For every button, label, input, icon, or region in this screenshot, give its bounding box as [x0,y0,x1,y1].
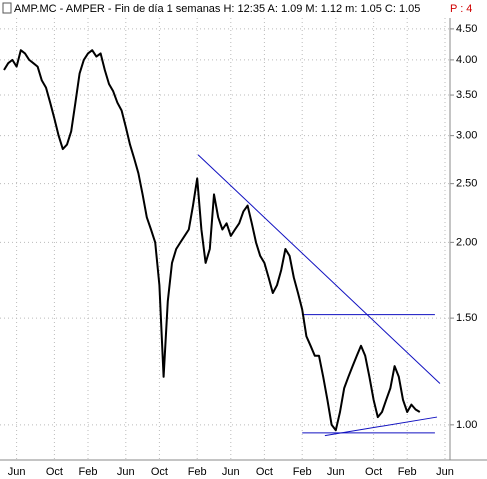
x-tick-label: Feb [293,466,312,478]
x-tick-label: Oct [46,466,63,478]
x-tick-label: Oct [365,466,382,478]
x-tick-label: Feb [79,466,98,478]
trendline [324,416,438,437]
y-tick-label: 4.00 [456,54,477,66]
chart-title: AMP.MC - AMPER - Fin de día 1 semanas H:… [14,3,420,15]
x-tick-label: Jun [327,466,345,478]
y-tick-label: 2.50 [456,178,477,190]
x-tick-label: Jun [8,466,26,478]
annotation: P : 4 [450,3,472,15]
x-tick-label: Oct [256,466,273,478]
y-tick-label: 3.00 [456,130,477,142]
x-tick-label: Jun [436,466,454,478]
x-tick-label: Feb [188,466,207,478]
y-tick-label: 1.00 [456,419,477,431]
y-tick-label: 3.50 [456,89,477,101]
y-tick-label: 4.50 [456,23,477,35]
x-tick-label: Jun [117,466,135,478]
price-line [3,49,421,432]
x-tick-label: Feb [398,466,417,478]
trendline [197,154,441,384]
x-tick-label: Jun [222,466,240,478]
x-tick-label: Oct [151,466,168,478]
y-tick-label: 2.00 [456,236,477,248]
y-tick-label: 1.50 [456,312,477,324]
icon [2,2,12,14]
